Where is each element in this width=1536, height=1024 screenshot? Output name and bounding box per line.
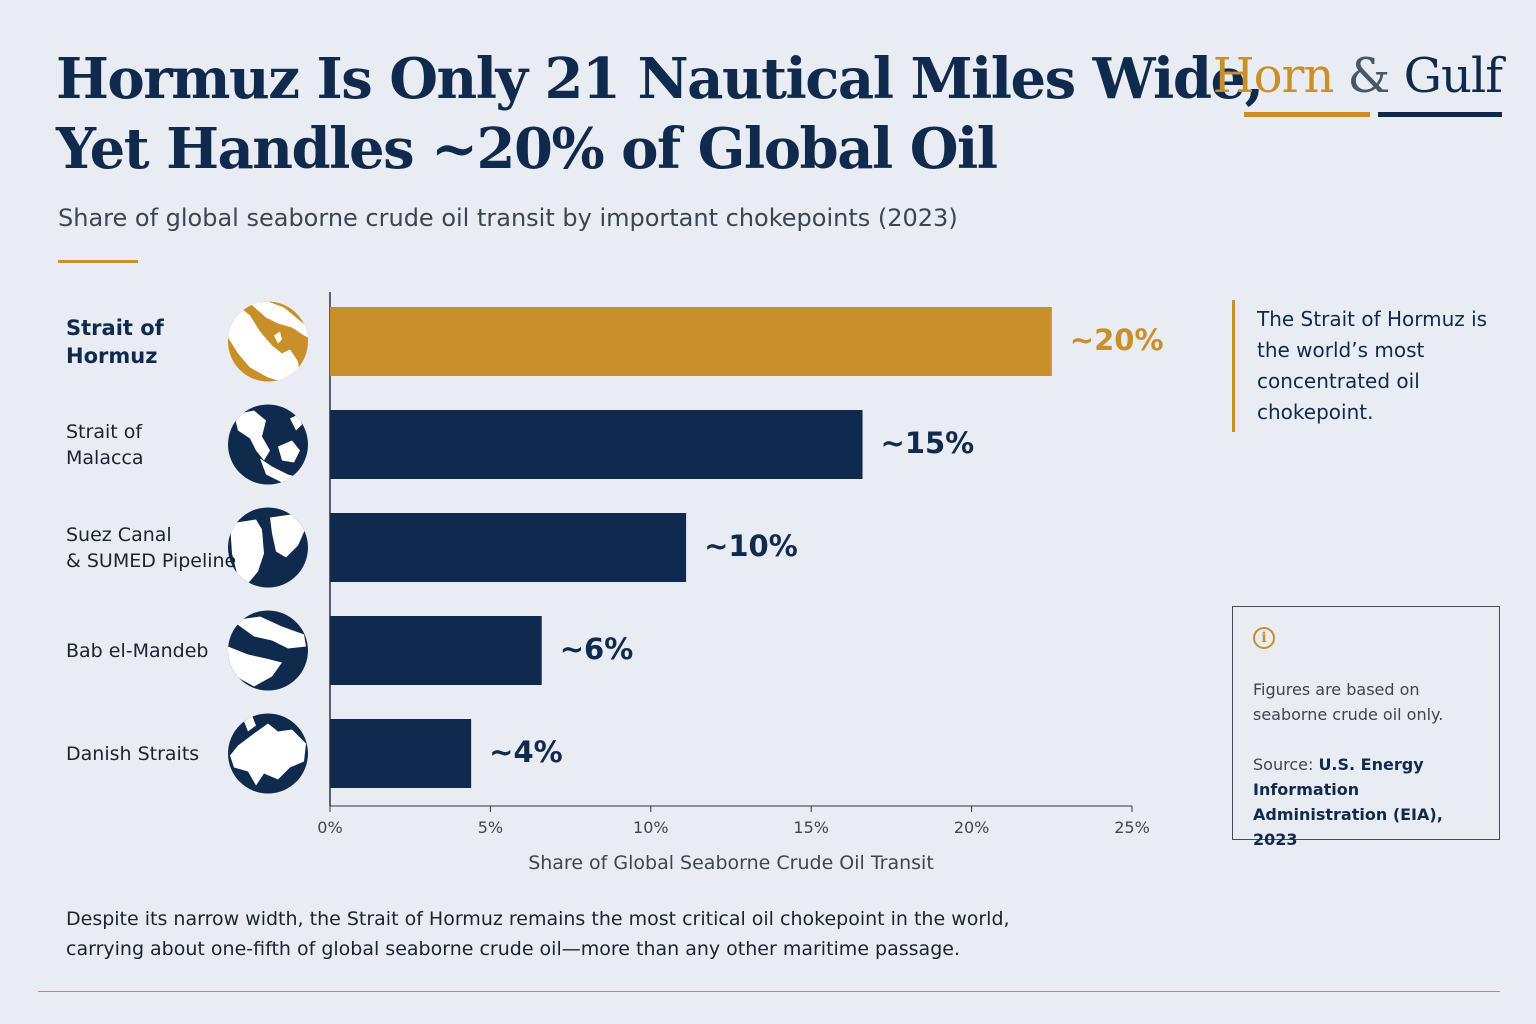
source-name: U.S. Energy Information Administration (… — [1253, 755, 1443, 849]
map-land — [228, 301, 308, 382]
category-label: Danish Straits — [66, 742, 200, 765]
source-prefix: Source: — [1253, 755, 1319, 774]
map-land-horn-of-africa — [228, 646, 282, 687]
x-tick-label: 5% — [477, 818, 504, 837]
footer-rule — [38, 991, 1500, 992]
bar-3 — [330, 513, 687, 582]
callout-note: The Strait of Hormuz is the world’s most… — [1232, 300, 1507, 432]
value-label: ~4% — [489, 734, 563, 769]
logo-underline — [1244, 112, 1502, 117]
x-tick-label: 25% — [1114, 818, 1150, 837]
map-land — [230, 513, 306, 584]
southeast-asia-map-icon — [228, 404, 308, 485]
page-title: Hormuz Is Only 21 Nautical Miles Wide, Y… — [56, 44, 1264, 184]
x-tick-label: 15% — [793, 818, 829, 837]
map-land-arabia — [228, 305, 300, 382]
source-line: Source: U.S. Energy Information Administ… — [1253, 752, 1481, 852]
map-land-borneo — [278, 440, 300, 463]
value-label: ~15% — [880, 425, 975, 460]
x-tick-label: 20% — [953, 818, 990, 837]
source-note-box: i Figures are based on seaborne crude oi… — [1232, 606, 1500, 849]
map-land — [228, 616, 306, 687]
page-subtitle: Share of global seaborne crude oil trans… — [58, 204, 958, 232]
category-label: Bab el-Mandeb — [66, 639, 209, 662]
map-land-sinai — [270, 513, 306, 558]
europe-map-icon — [228, 713, 308, 794]
bar-5 — [330, 719, 472, 788]
map-land-iran — [250, 301, 308, 340]
info-icon: i — [1253, 627, 1275, 649]
title-line-1: Hormuz Is Only 21 Nautical Miles Wide, — [56, 46, 1264, 112]
map-land — [234, 410, 302, 485]
x-tick-label: 0% — [317, 818, 343, 837]
category-label: Strait of Malacca — [66, 420, 144, 469]
category-label: Suez Canal & SUMED Pipeline — [66, 523, 237, 572]
suez-map-icon — [228, 507, 308, 588]
map-land-qatar — [274, 331, 282, 344]
title-line-2: Yet Handles ~20% of Global Oil — [56, 116, 998, 182]
bar-4 — [330, 616, 542, 685]
map-land-britain — [244, 715, 256, 732]
bar-2 — [330, 410, 863, 479]
logo-underline-navy — [1378, 112, 1502, 117]
map-land-europe — [230, 723, 306, 786]
accent-rule — [58, 260, 138, 263]
note-text: Figures are based on seaborne crude oil … — [1253, 680, 1444, 724]
logo-word-horn: Horn — [1212, 48, 1335, 104]
bar-1 — [330, 307, 1052, 376]
map-land — [230, 715, 306, 786]
value-label: ~20% — [1069, 322, 1164, 357]
map-land-yemen — [232, 616, 306, 649]
map-land-indochina — [234, 410, 270, 461]
value-label: ~6% — [559, 631, 634, 666]
category-label: Strait of Hormuz — [66, 315, 164, 368]
map-land-egypt — [230, 519, 264, 584]
takeaway-text: Despite its narrow width, the Strait of … — [66, 908, 1010, 960]
red-sea-map-icon — [228, 610, 308, 691]
x-tick-label: 10% — [633, 818, 669, 837]
value-label: ~10% — [704, 528, 798, 563]
logo-word-gulf: Gulf — [1403, 48, 1503, 104]
x-axis-title: Share of Global Seaborne Crude Oil Trans… — [528, 852, 934, 874]
logo-ampersand: & — [1347, 48, 1391, 104]
persian-gulf-map-icon — [228, 301, 308, 382]
logo-underline-gold — [1244, 112, 1370, 117]
brand-logo: Horn & Gulf — [1212, 46, 1503, 106]
